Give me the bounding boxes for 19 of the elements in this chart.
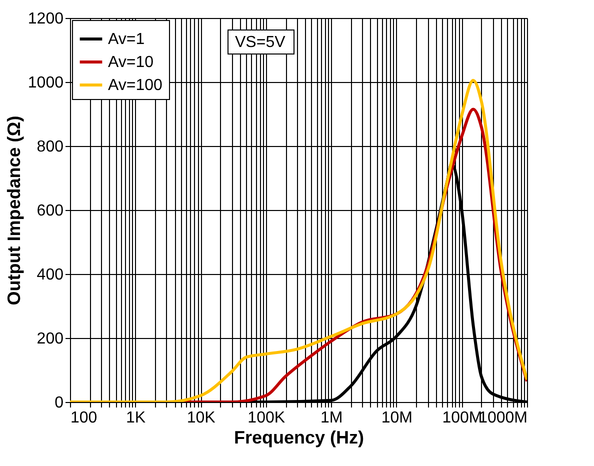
legend-label: Av=10: [108, 54, 154, 71]
y-tick-label: 600: [36, 202, 64, 220]
annotation: VS=5V: [235, 34, 286, 51]
x-tick-label: 100K: [248, 410, 286, 426]
x-tick-label: 10K: [186, 410, 216, 426]
y-tick-label: 0: [54, 394, 64, 412]
y-tick-label: 400: [36, 266, 64, 284]
x-tick-label: 100: [70, 410, 98, 426]
x-tick-label: 10M: [381, 410, 412, 426]
y-tick-label: 1000: [28, 74, 64, 92]
y-tick-label: 1200: [28, 10, 64, 28]
y-tick-label: 800: [36, 138, 64, 156]
y-tick-label: 200: [36, 330, 64, 348]
legend-label: Av=1: [108, 31, 145, 48]
x-axis-title: Frequency (Hz): [234, 428, 364, 448]
x-tick-label: 1K: [126, 410, 146, 426]
legend-label: Av=100: [108, 77, 163, 94]
y-axis-title: Output Impedance (Ω): [4, 116, 24, 306]
x-tick-label: 1M: [320, 410, 343, 426]
